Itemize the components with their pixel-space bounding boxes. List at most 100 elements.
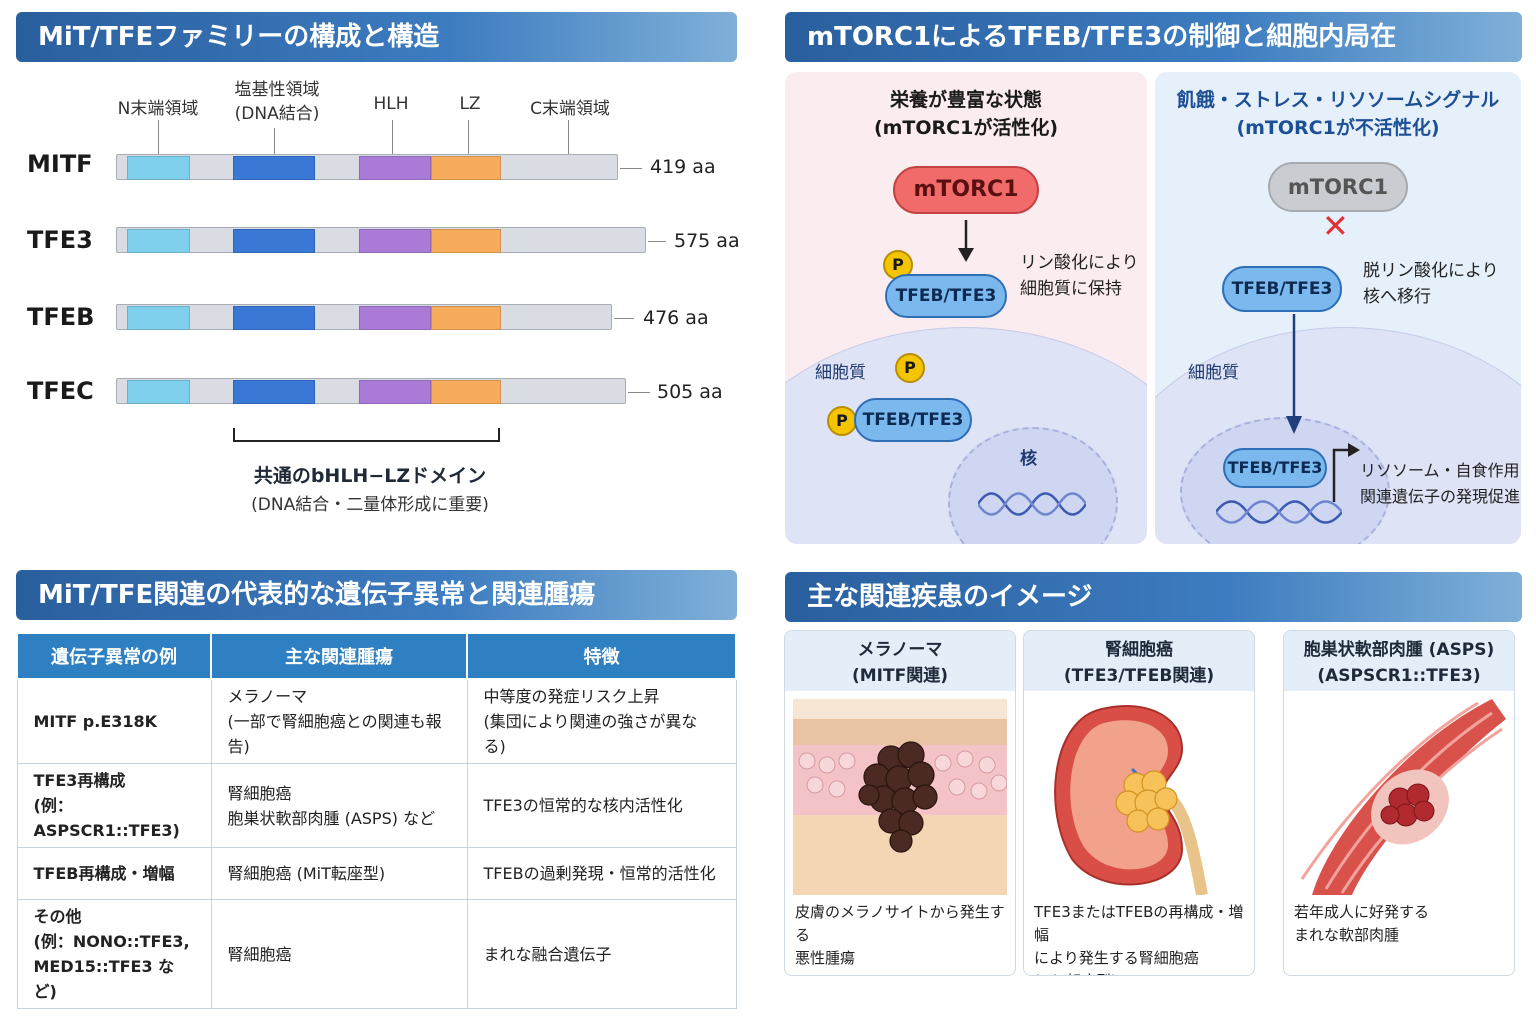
tfe3-basic-domain [233, 229, 315, 253]
tfeb-tfe3-cytoplasmic: TFEB/TFE3 [854, 398, 972, 442]
inhibited-x-icon: ✕ [1322, 207, 1349, 245]
gene-tfe3-name: TFE3 [27, 226, 93, 254]
gene-tfec-name: TFEC [27, 377, 94, 405]
tfec-basic-domain [233, 380, 315, 404]
bhlh-lz-bracket [233, 428, 500, 442]
tick-basic [274, 128, 275, 154]
mitf-basic-domain [233, 156, 315, 180]
muscle-sarcoma-illustration [1292, 699, 1506, 895]
domain-structure-header: MiT/TFEファミリーの構成と構造 [16, 12, 737, 62]
cell-feature: TFEBの過剰発現・恒常的活性化 [466, 847, 737, 900]
mitf-hlh-domain [359, 156, 431, 180]
gene-tfec-bar [116, 378, 626, 404]
cell-alteration: その他 (例：NONO::TFE3, MED15::TFE3 など) [16, 899, 212, 1009]
nutrient-rich-title: 栄養が豊富な状態 (mTORC1が活性化) [873, 89, 1059, 139]
cell-tumor: 腎細胞癌 胞巣状軟部肉腫 (ASPS) など [210, 763, 468, 848]
mtorc1-inactive: mTORC1 [1268, 162, 1408, 212]
tfec-length-leader [628, 392, 650, 393]
cell-tumor: 腎細胞癌 (MiT転座型) [210, 847, 468, 900]
gene-mitf-bar [116, 154, 618, 180]
tick-n [158, 120, 159, 154]
disease-card-title: 腎細胞癌 (TFE3/TFEB関連) [1024, 631, 1254, 691]
cytoplasm-label: 細胞質 [815, 363, 866, 383]
col-header-feature: 特徴 [466, 632, 737, 680]
tfeb-n-terminal-domain [127, 306, 190, 330]
dna-icon [1216, 500, 1342, 524]
kidney-illustration [1032, 699, 1246, 895]
tfeb-basic-domain [233, 306, 315, 330]
col-header-alteration: 遺伝子異常の例 [16, 632, 212, 680]
gene-tfeb-bar [116, 304, 612, 330]
cytoplasm-label: 細胞質 [1188, 363, 1239, 383]
table-row: TFE3再構成 (例：ASPSCR1::TFE3) 腎細胞癌 胞巣状軟部肉腫 (… [16, 763, 737, 848]
cell-feature: TFE3の恒常的な核内活性化 [466, 763, 737, 848]
disease-card-melanoma: メラノーマ (MITF関連) 皮膚のメラノサイトから発生する 悪性腫瘍 [784, 630, 1016, 976]
tfe3-length-leader [648, 241, 666, 242]
disease-card-description: 若年成人に好発する まれな軟部肉腫 [1294, 903, 1430, 944]
cell-feature: まれな融合遺伝子 [466, 899, 737, 1009]
transcription-start-arrow-icon [1332, 443, 1360, 502]
tfeb-tfe3-dephosphorylated: TFEB/TFE3 [1222, 266, 1342, 312]
phosphorylation-note: リン酸化により 細胞質に保持 [1020, 253, 1139, 299]
bhlh-lz-caption: 共通のbHLH−LZドメイン [253, 465, 487, 487]
disease-card-title: 胞巣状軟部肉腫 (ASPS) (ASPSCR1::TFE3) [1284, 631, 1514, 691]
tfe3-n-terminal-domain [127, 229, 190, 253]
phospho-icon: P [827, 406, 857, 436]
gene-tfeb-length: 476 aa [643, 307, 709, 329]
mitf-length-leader [620, 168, 642, 169]
disease-card-title: メラノーマ (MITF関連) [785, 631, 1015, 691]
table-row: MITF p.E318K メラノーマ (一部で腎細胞癌との関連も報告) 中等度の… [16, 678, 737, 764]
disease-card-rcc: 腎細胞癌 (TFE3/TFEB関連) TFE3またはTFEBの再構成・増幅 によ… [1023, 630, 1255, 976]
mtorc1-active: mTORC1 [893, 166, 1039, 214]
mtorc1-regulation-header: mTORC1によるTFEB/TFE3の制御と細胞内局在 [785, 12, 1522, 62]
cell-alteration: TFE3再構成 (例：ASPSCR1::TFE3) [16, 763, 212, 848]
cell-tumor: 腎細胞癌 [210, 899, 468, 1009]
gene-tfeb-name: TFEB [27, 303, 95, 331]
related-diseases-header: 主な関連疾患のイメージ [785, 572, 1522, 622]
nucleus-label: 核 [1020, 449, 1037, 469]
cell-tumor: メラノーマ (一部で腎細胞癌との関連も報告) [210, 678, 468, 764]
melanoma-skin-illustration [793, 699, 1007, 895]
cell-alteration: MITF p.E318K [16, 678, 212, 764]
label-basic-region: 塩基性領域 (DNA結合) [234, 80, 320, 124]
tfe3-lz-domain [431, 229, 501, 253]
gene-mitf-length: 419 aa [650, 156, 716, 178]
dephosphorylation-note: 脱リン酸化により 核へ移行 [1363, 261, 1499, 307]
nuclear-translocation-arrow-icon [1286, 314, 1302, 434]
activation-arrow-icon [958, 220, 974, 262]
tfeb-hlh-domain [359, 306, 431, 330]
gene-tfe3-length: 575 aa [674, 230, 740, 252]
starvation-title: 飢餓・ストレス・リソソームシグナル (mTORC1が不活性化) [1176, 89, 1500, 139]
tfeb-lz-domain [431, 306, 501, 330]
tfeb-length-leader [614, 318, 634, 319]
tick-lz [468, 120, 469, 154]
genetic-alterations-header: MiT/TFE関連の代表的な遺伝子異常と関連腫瘍 [16, 570, 737, 620]
tfe3-hlh-domain [359, 229, 431, 253]
dna-icon [978, 492, 1086, 516]
gene-tfe3-bar [116, 227, 646, 253]
tfeb-tfe3-phosphorylated: TFEB/TFE3 [885, 274, 1007, 318]
phospho-icon: P [895, 353, 925, 383]
gene-tfec-length: 505 aa [657, 381, 723, 403]
table-row: その他 (例：NONO::TFE3, MED15::TFE3 など) 腎細胞癌 … [16, 899, 737, 1009]
label-hlh: HLH [373, 94, 409, 114]
table-row: TFEB再構成・増幅 腎細胞癌 (MiT転座型) TFEBの過剰発現・恒常的活性… [16, 847, 737, 900]
disease-card-asps: 胞巣状軟部肉腫 (ASPS) (ASPSCR1::TFE3) 若年成人に好発する… [1283, 630, 1515, 976]
nutrient-rich-state: 栄養が豊富な状態 (mTORC1が活性化) [785, 72, 1147, 544]
tfeb-tfe3-nuclear: TFEB/TFE3 [1223, 448, 1327, 488]
tick-c [568, 120, 569, 154]
mitf-lz-domain [431, 156, 501, 180]
cell-feature: 中等度の発症リスク上昇 (集団により関連の強さが異なる) [466, 678, 737, 764]
bhlh-lz-subcaption: (DNA結合・二量体形成に重要) [251, 495, 489, 515]
tick-hlh [392, 120, 393, 154]
tfec-hlh-domain [359, 380, 431, 404]
disease-card-description: 皮膚のメラノサイトから発生する 悪性腫瘍 [795, 903, 1005, 967]
nucleus [948, 427, 1118, 544]
label-n-terminal: N末端領域 [117, 99, 199, 119]
mitf-n-terminal-domain [127, 156, 190, 180]
col-header-tumor: 主な関連腫瘍 [210, 632, 468, 680]
tfec-lz-domain [431, 380, 501, 404]
tfec-n-terminal-domain [127, 380, 190, 404]
label-c-terminal: C末端領域 [530, 99, 610, 119]
gene-expression-note: リソソーム・自食作用 関連遺伝子の発現促進 [1360, 461, 1521, 506]
